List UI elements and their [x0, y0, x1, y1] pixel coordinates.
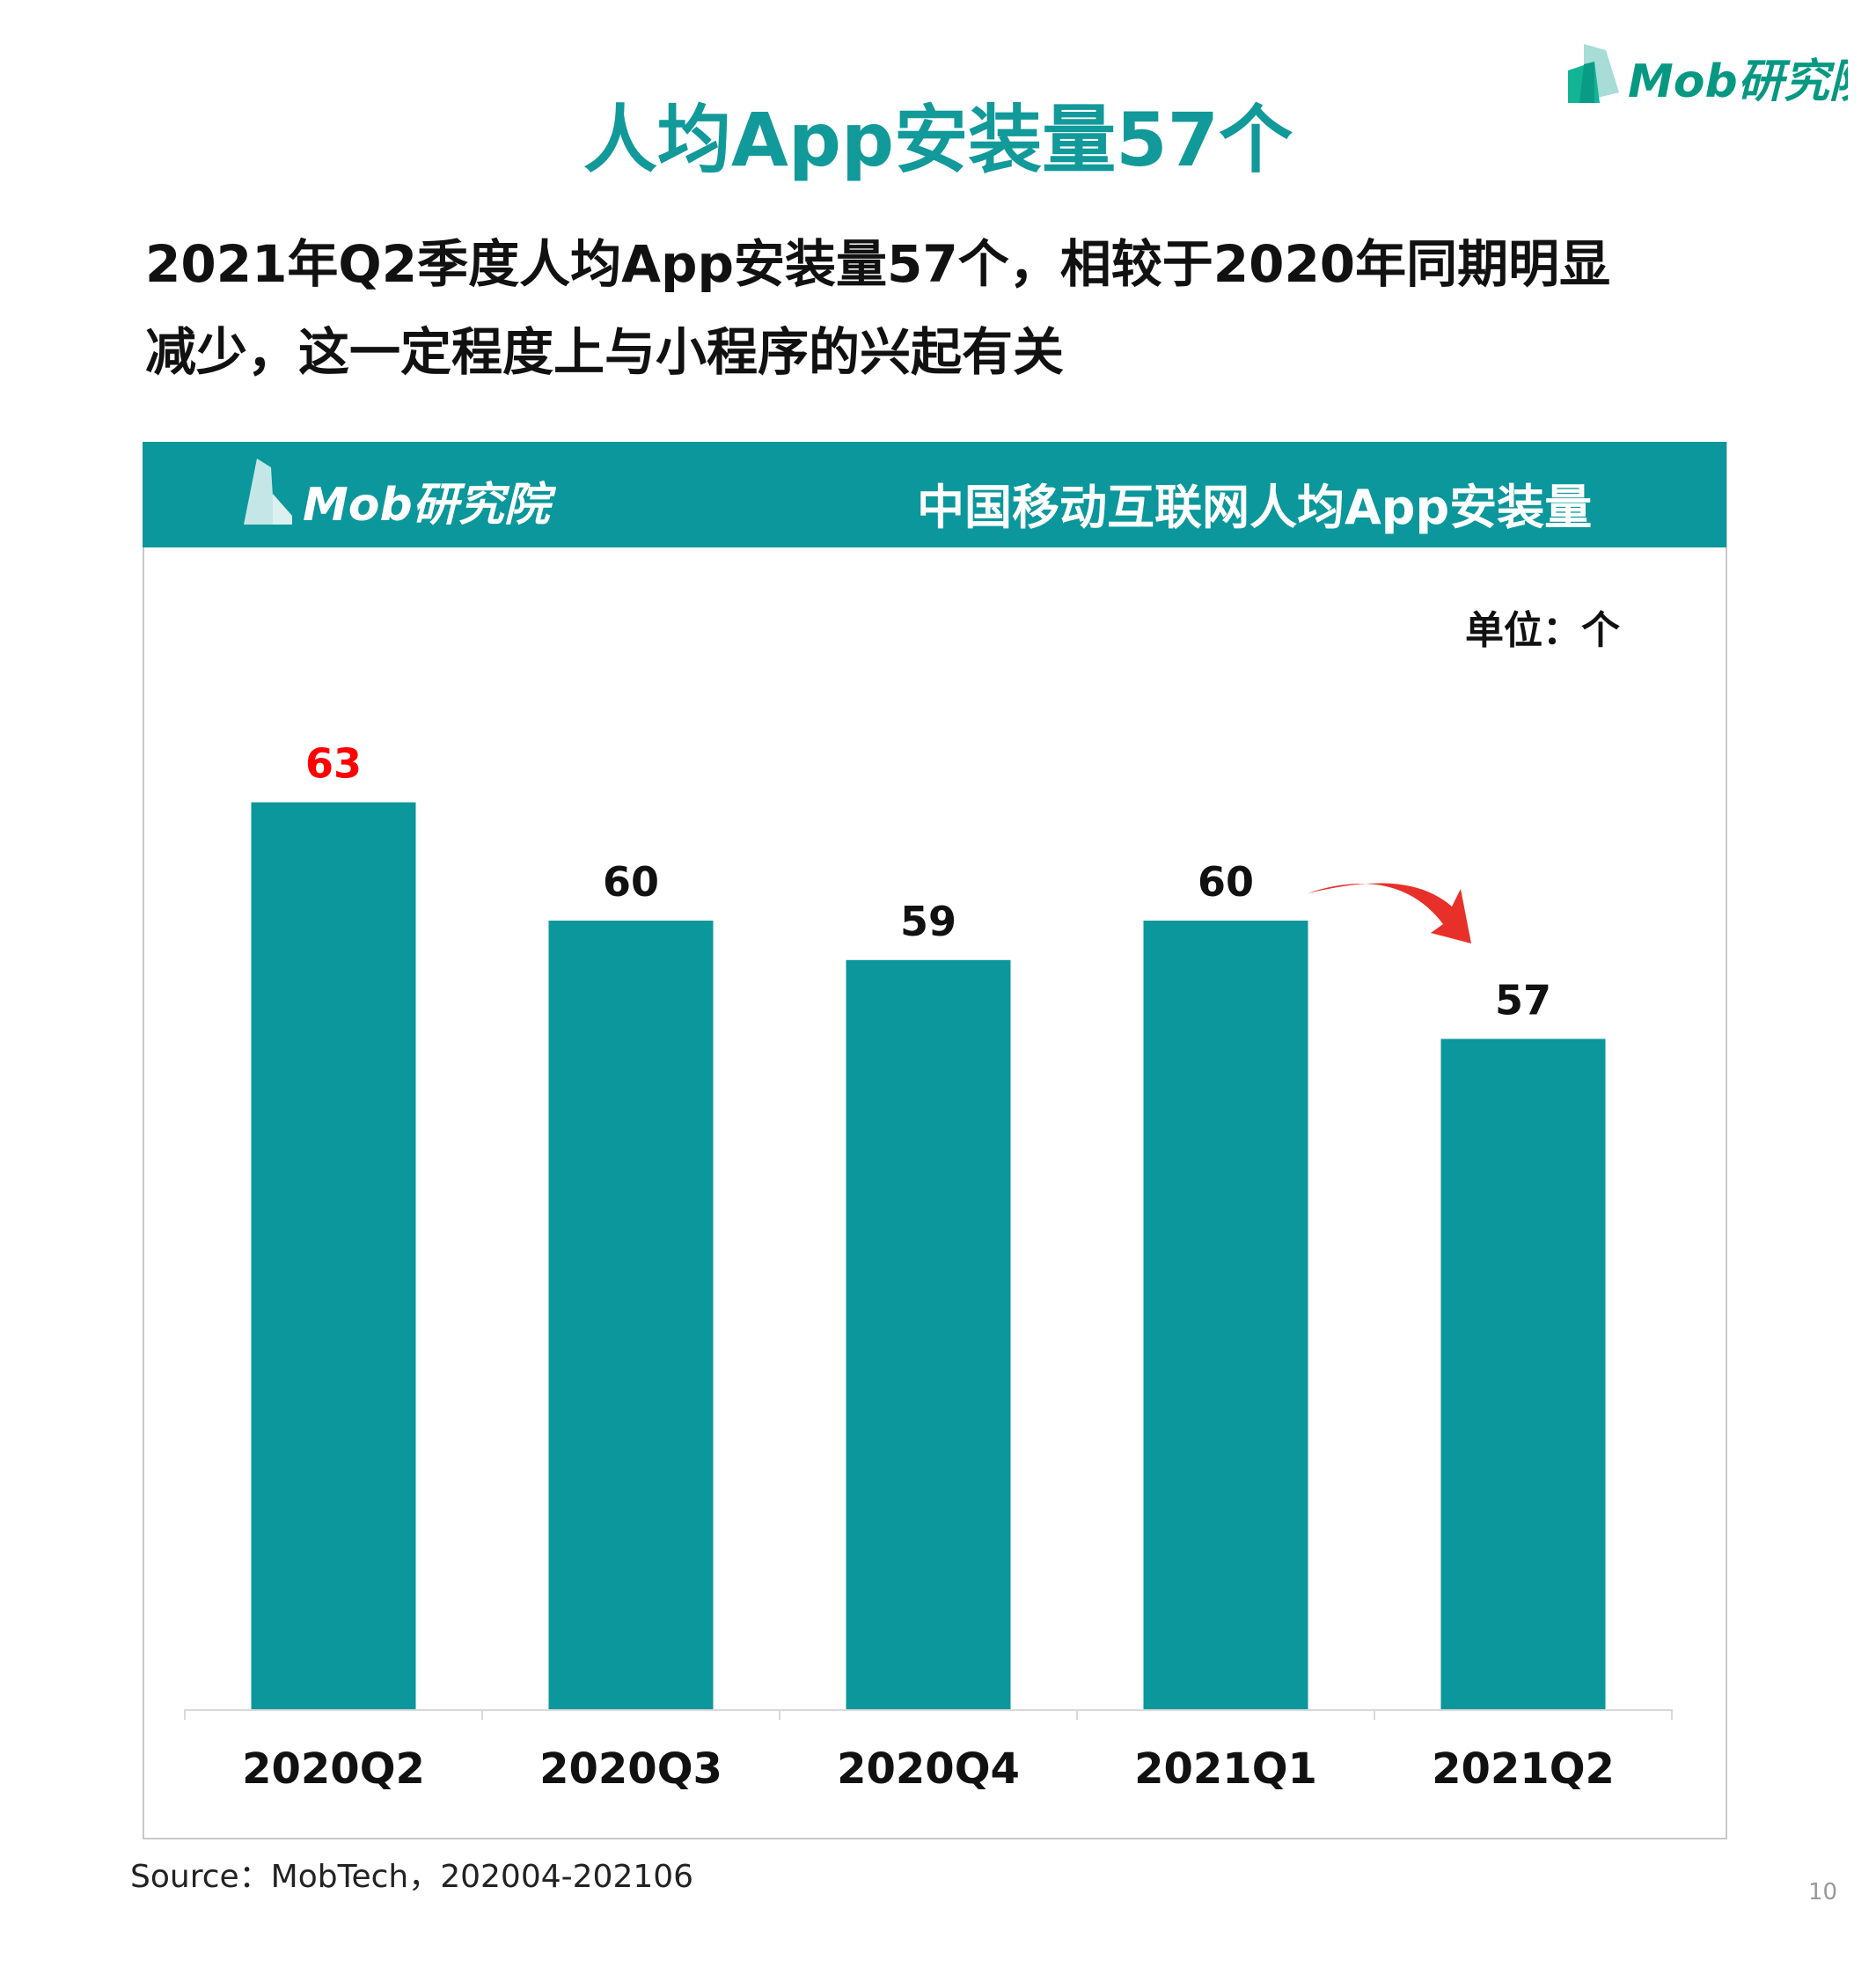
bar [548, 921, 714, 1709]
chart-title: 中国移动互联网人均App安装量 [917, 480, 1593, 535]
logo-text: Mob研究院 [1628, 55, 1848, 108]
category-label: 2021Q2 [1432, 1744, 1615, 1794]
subtitle: 2021年Q2季度人均App安装量57个，相较于2020年同期明显 减少，这一定… [145, 220, 1755, 396]
chart-panel [143, 442, 1727, 1839]
data-label: 60 [603, 858, 659, 906]
category-label: 2020Q3 [539, 1744, 722, 1794]
mob-logo-header: Mob研究院 [244, 459, 556, 532]
bar [846, 959, 1011, 1709]
category-label: 2020Q2 [242, 1744, 425, 1794]
category-label: 2020Q4 [837, 1744, 1020, 1794]
page-number: 10 [1808, 1879, 1838, 1905]
mob-logo-top: Mob研究院 [1568, 44, 1848, 108]
svg-text:Mob研究院: Mob研究院 [303, 479, 556, 532]
page-title: 人均App安装量57个 [583, 97, 1293, 183]
bar [251, 802, 416, 1709]
data-label: 57 [1495, 976, 1551, 1024]
bar [1440, 1039, 1606, 1709]
decrease-arrow [1308, 883, 1471, 943]
subtitle-line: 2021年Q2季度人均App安装量57个，相较于2020年同期明显 [145, 234, 1611, 294]
category-label: 2021Q1 [1134, 1744, 1317, 1794]
data-label: 63 [305, 740, 362, 788]
source-note: Source：MobTech，202004-202106 [130, 1859, 694, 1895]
unit-label: 单位：个 [1465, 608, 1620, 653]
subtitle-line: 减少，这一定程度上与小程序的兴起有关 [145, 322, 1065, 382]
data-label: 60 [1198, 858, 1254, 906]
chart-header: Mob研究院 中国移动互联网人均App安装量 [143, 442, 1726, 547]
data-label: 59 [900, 898, 956, 945]
bar [1143, 921, 1308, 1709]
